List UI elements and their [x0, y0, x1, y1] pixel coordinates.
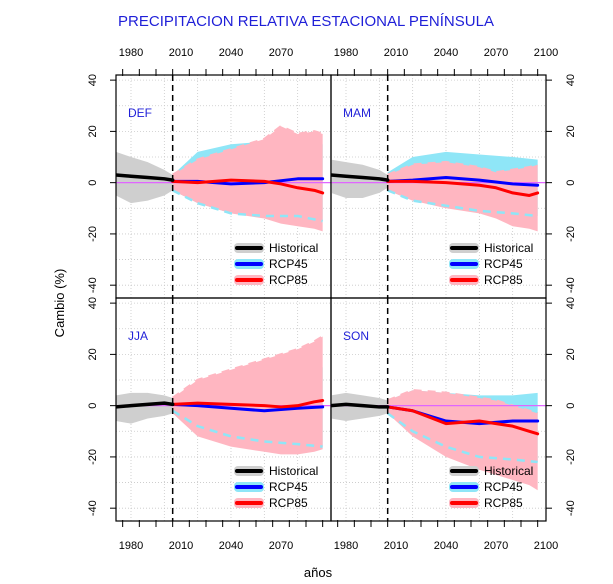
y-tick-label: -40: [87, 277, 99, 293]
season-label: JJA: [128, 329, 148, 343]
x-tick-label: 1980: [119, 47, 143, 59]
rcp85-line: [386, 179, 540, 197]
y-tick-label: 40: [87, 74, 99, 86]
x-tick-label: 2040: [434, 47, 458, 59]
historical-line: [116, 401, 175, 409]
y-axis-label: Cambio (%): [52, 269, 67, 338]
x-tick-label: 1980: [334, 47, 358, 59]
legend-label: Historical: [269, 464, 318, 478]
y-tick-label: 0: [87, 403, 99, 409]
x-tick-label: 2040: [219, 47, 243, 59]
y-tick-label: 0: [565, 403, 577, 409]
rcp85-band: [172, 336, 323, 455]
panel-frame: [330, 297, 547, 522]
y-axis-right: -40 -20 0 20 40 -40 -20 0 20 40: [546, 74, 577, 516]
y-tick-label: -40: [565, 500, 577, 516]
legend-label: Historical: [269, 241, 318, 255]
y-tick-label: -20: [87, 226, 99, 242]
x-tick-label: 2100: [534, 47, 558, 59]
season-label: SON: [343, 329, 369, 343]
historical-line: [116, 173, 175, 182]
legend-label: RCP85: [484, 273, 523, 287]
y-tick-label: 0: [565, 180, 577, 186]
x-tick-label: 1980: [334, 540, 358, 552]
rcp45-lower-dashed: [386, 412, 538, 464]
rcp85-upper-dashed: [387, 389, 539, 415]
y-tick-label: -20: [565, 226, 577, 242]
historical-band: [116, 392, 173, 424]
rcp85-line: [171, 399, 325, 409]
rcp85-line: [386, 405, 540, 436]
y-tick-label: 20: [87, 348, 99, 360]
rcp45-lower-dashed: [172, 189, 323, 223]
legend: Historical RCP45 RCP85: [449, 464, 533, 510]
legend-label: RCP85: [269, 496, 308, 510]
panel-mam: MAM Historical RCP45 RCP85: [330, 74, 547, 299]
x-tick-label: 1980: [119, 540, 143, 552]
legend-label: RCP45: [269, 480, 308, 494]
y-tick-label: -40: [87, 500, 99, 516]
legend-label: RCP45: [484, 257, 523, 271]
rcp85-upper-dashed: [172, 124, 324, 177]
y-tick-label: 40: [565, 297, 577, 309]
legend-label: RCP45: [484, 480, 523, 494]
y-tick-label: 20: [565, 348, 577, 360]
legend: Historical RCP45 RCP85: [234, 241, 318, 287]
legend-label: RCP45: [269, 257, 308, 271]
y-tick-label: -40: [565, 277, 577, 293]
panel-def: DEF Historical RCP45 RCP85: [115, 74, 332, 299]
x-axis-bottom: 1980 2010 2040 2070 1980 2010 2040 2070 2100: [119, 520, 558, 552]
panel-plot-area: [331, 75, 546, 298]
rcp45-lower-dashed: [387, 189, 538, 218]
x-tick-label: 2070: [484, 47, 508, 59]
panel-plot-area: [331, 298, 546, 521]
legend-label: Historical: [484, 464, 533, 478]
legend-label: RCP85: [484, 496, 523, 510]
x-tick-label: 2040: [434, 540, 458, 552]
rcp85-upper-dashed: [387, 160, 539, 177]
y-tick-label: -20: [565, 449, 577, 465]
panel-plot-area: [116, 298, 331, 521]
x-axis-label: años: [304, 565, 333, 580]
x-tick-label: 2010: [384, 540, 408, 552]
x-axis-top: 1980 2010 2040 2070 1980 2010 2040 2070 2100: [119, 47, 558, 76]
y-tick-label: 20: [87, 125, 99, 137]
chart-title: PRECIPITACION RELATIVA ESTACIONAL PENÍNS…: [118, 13, 494, 30]
x-tick-label: 2040: [219, 540, 243, 552]
x-tick-label: 2070: [269, 540, 293, 552]
x-tick-label: 2070: [269, 47, 293, 59]
panels: DEF Historical RCP45 RCP85 MAM Historical RCP4…: [115, 74, 547, 522]
legend-label: Historical: [484, 241, 533, 255]
x-tick-label: 2010: [169, 47, 193, 59]
x-tick-label: 2100: [534, 540, 558, 552]
y-tick-label: 40: [87, 297, 99, 309]
x-tick-label: 2010: [384, 47, 408, 59]
y-tick-label: 0: [87, 180, 99, 186]
historical-line: [331, 173, 390, 182]
panel-son: SON Historical RCP45 RCP85: [330, 297, 547, 522]
y-axis-left: -40 -20 0 20 40 -40 -20 0 20 40: [87, 74, 116, 516]
legend: Historical RCP45 RCP85: [234, 464, 318, 510]
rcp85-line: [171, 178, 325, 195]
historical-line: [331, 402, 390, 409]
rcp45-line: [171, 402, 325, 413]
rcp85-band: [172, 126, 323, 232]
legend-label: RCP85: [269, 273, 308, 287]
panel-jja: JJA Historical RCP45 RCP85: [115, 297, 332, 522]
rcp85-band: [387, 162, 538, 232]
legend: Historical RCP45 RCP85: [449, 241, 533, 287]
x-tick-label: 2070: [484, 540, 508, 552]
season-label: DEF: [128, 106, 152, 120]
y-tick-label: 20: [565, 125, 577, 137]
y-tick-label: -20: [87, 449, 99, 465]
y-tick-label: 40: [565, 74, 577, 86]
x-tick-label: 2010: [169, 540, 193, 552]
season-label: MAM: [343, 106, 371, 120]
panel-plot-area: [116, 75, 331, 298]
